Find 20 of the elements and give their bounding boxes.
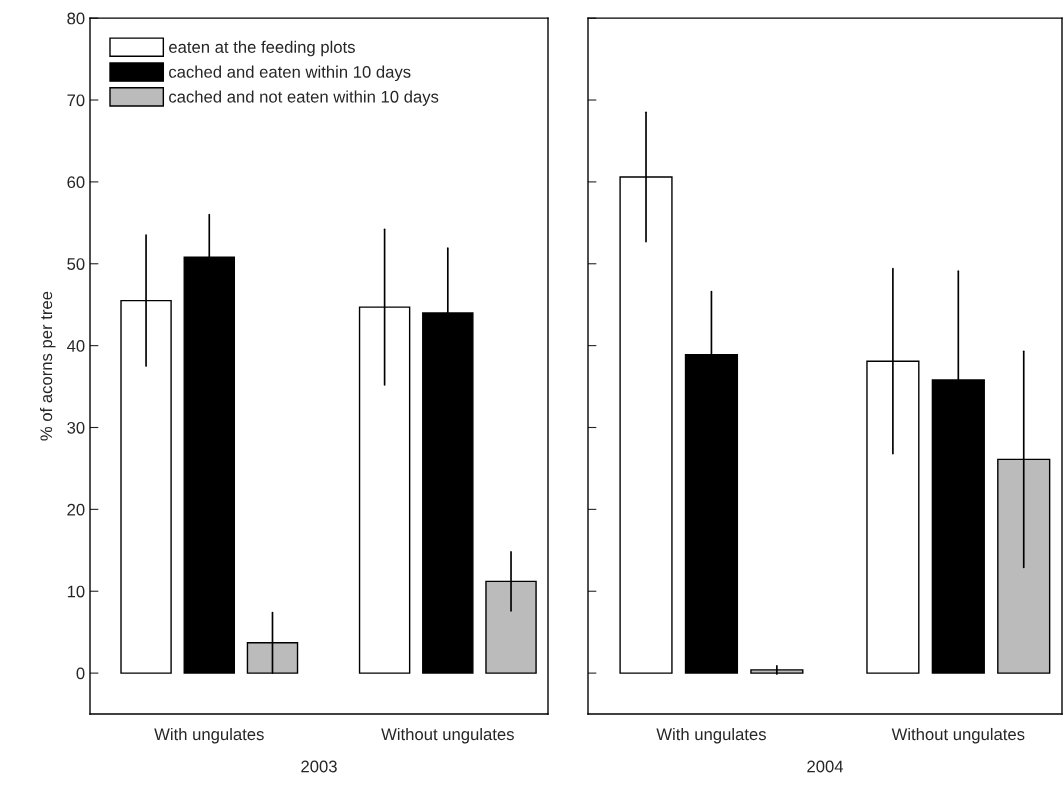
x-tick-label: Without ungulates: [381, 727, 514, 744]
x-axis-title: 2003: [301, 760, 337, 773]
y-tick-label: 80: [67, 12, 85, 25]
y-tick-label: 60: [67, 176, 85, 189]
x-tick-label: With ungulates: [656, 727, 766, 744]
y-tick-label: 20: [67, 503, 85, 516]
legend-label: cached and eaten within 10 days: [169, 65, 411, 82]
y-tick-label: 70: [67, 94, 85, 107]
y-tick-label: 40: [66, 340, 85, 352]
x-tick-label: With ungulates: [154, 727, 264, 744]
y-tick-label: 0: [76, 667, 85, 680]
y-tick-label: 30: [67, 421, 85, 434]
y-tick-label: 50: [67, 258, 85, 270]
legend-label: cached and not eaten within 10 days: [169, 90, 439, 106]
x-tick-label: Without ungulates: [891, 727, 1025, 744]
y-axis-title: % of acorns per tree: [39, 291, 56, 441]
x-axis-title: 2004: [807, 760, 844, 773]
legend-label: eaten at the feeding plots: [169, 40, 355, 57]
y-tick-label: 10: [67, 585, 85, 598]
bar: [750, 669, 804, 674]
